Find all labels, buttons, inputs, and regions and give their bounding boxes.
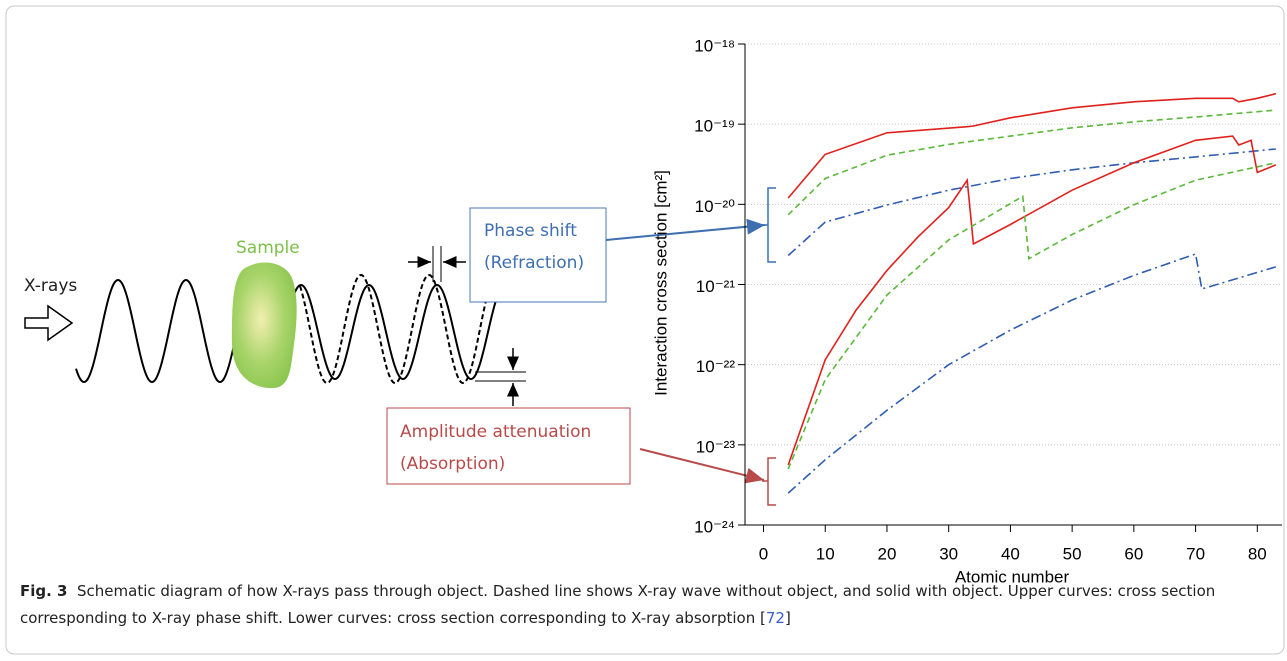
y-tick-label: 10⁻²²	[696, 357, 736, 376]
amp-arrow-line	[639, 448, 765, 484]
chart: Interaction cross section [cm²] Atomic n…	[651, 36, 1282, 586]
caption-text: Schematic diagram of how X-rays pass thr…	[20, 582, 1216, 627]
x-axis-label: Atomic number	[955, 567, 1070, 586]
amp-box	[386, 407, 631, 485]
xray-arrow	[24, 304, 74, 342]
series-line	[787, 162, 1276, 470]
phase-arrow	[605, 218, 766, 241]
wave-solid	[291, 283, 501, 381]
phase-bracket	[762, 187, 776, 263]
amp-bracket	[762, 457, 776, 506]
x-tick-label: 80	[1248, 544, 1267, 563]
sample-blob	[232, 262, 297, 389]
figure-frame	[5, 5, 1285, 655]
x-tick-label: 60	[1124, 544, 1143, 563]
caption-end: ]	[784, 609, 791, 627]
x-tick-label: 30	[939, 544, 958, 563]
series-line	[787, 109, 1276, 216]
phase-title: Phase shift	[484, 221, 577, 241]
y-tick-label: 10⁻²⁰	[695, 197, 736, 216]
xray-label: X-rays	[24, 276, 77, 296]
x-tick-label: 0	[759, 544, 768, 563]
caption-ref[interactable]: 72	[765, 609, 785, 627]
x-tick-label: 70	[1186, 544, 1205, 563]
series-line	[787, 92, 1276, 199]
wave-dashed	[299, 273, 501, 385]
x-tick-label: 40	[1001, 544, 1020, 563]
x-tick-label: 50	[1063, 544, 1082, 563]
waves	[75, 273, 501, 385]
x-tick-label: 20	[878, 544, 897, 563]
phase-box	[469, 207, 607, 303]
series-line	[787, 148, 1276, 257]
y-tick-label: 10⁻²¹	[696, 277, 736, 296]
caption: Fig. 3 Schematic diagram of how X-rays p…	[20, 578, 1275, 632]
series-line	[787, 252, 1277, 494]
amp-title: Amplitude attenuation	[400, 422, 591, 442]
y-tick-label: 10⁻²⁴	[694, 517, 735, 536]
y-axis-label: Interaction cross section [cm²]	[651, 170, 670, 396]
phase-sub: (Refraction)	[484, 253, 584, 273]
sample-label: Sample	[236, 238, 300, 258]
amp-sub: (Absorption)	[400, 454, 505, 474]
y-tick-label: 10⁻²³	[696, 437, 736, 456]
y-tick-label: 10⁻¹⁸	[694, 36, 735, 55]
series-line	[787, 135, 1277, 466]
caption-label: Fig. 3	[20, 582, 68, 600]
wave-solid	[75, 278, 241, 384]
y-tick-label: 10⁻¹⁹	[694, 117, 735, 136]
x-tick-label: 10	[816, 544, 835, 563]
